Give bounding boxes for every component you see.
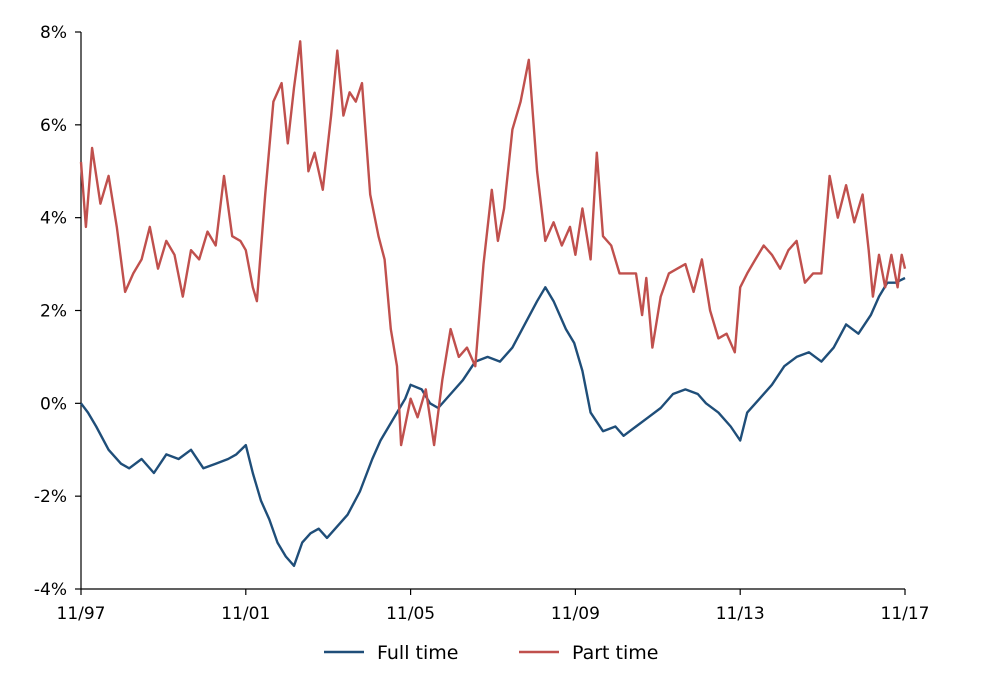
- legend-label: Full time: [377, 642, 458, 664]
- series-line-part-time: [79, 40, 907, 447]
- x-tick-label: 11/97: [57, 604, 106, 624]
- x-tick-label: 11/13: [716, 604, 765, 624]
- x-tick-label: 11/05: [386, 604, 435, 624]
- x-tick-label: 11/17: [881, 604, 930, 624]
- y-tick-label: 4%: [40, 209, 67, 229]
- y-tick-label: 0%: [40, 394, 67, 414]
- series-line-full-time: [80, 276, 906, 567]
- y-tick-label: 6%: [40, 116, 67, 136]
- x-ticks: 11/97 11/01 11/05 11/09 11/13 11/17: [57, 589, 930, 624]
- series-layer: [79, 40, 907, 567]
- y-ticks: -4% -2% 0% 2% 4% 6% 8%: [34, 23, 81, 600]
- y-tick-label: 8%: [40, 23, 67, 43]
- y-tick-label: 2%: [40, 302, 67, 322]
- x-tick-label: 11/09: [551, 604, 600, 624]
- legend-label: Part time: [572, 642, 658, 664]
- x-tick-label: 11/01: [221, 604, 270, 624]
- legend: Full time Part time: [324, 642, 658, 664]
- axes: [80, 32, 905, 590]
- y-tick-label: -4%: [34, 580, 67, 600]
- y-tick-label: -2%: [34, 487, 67, 507]
